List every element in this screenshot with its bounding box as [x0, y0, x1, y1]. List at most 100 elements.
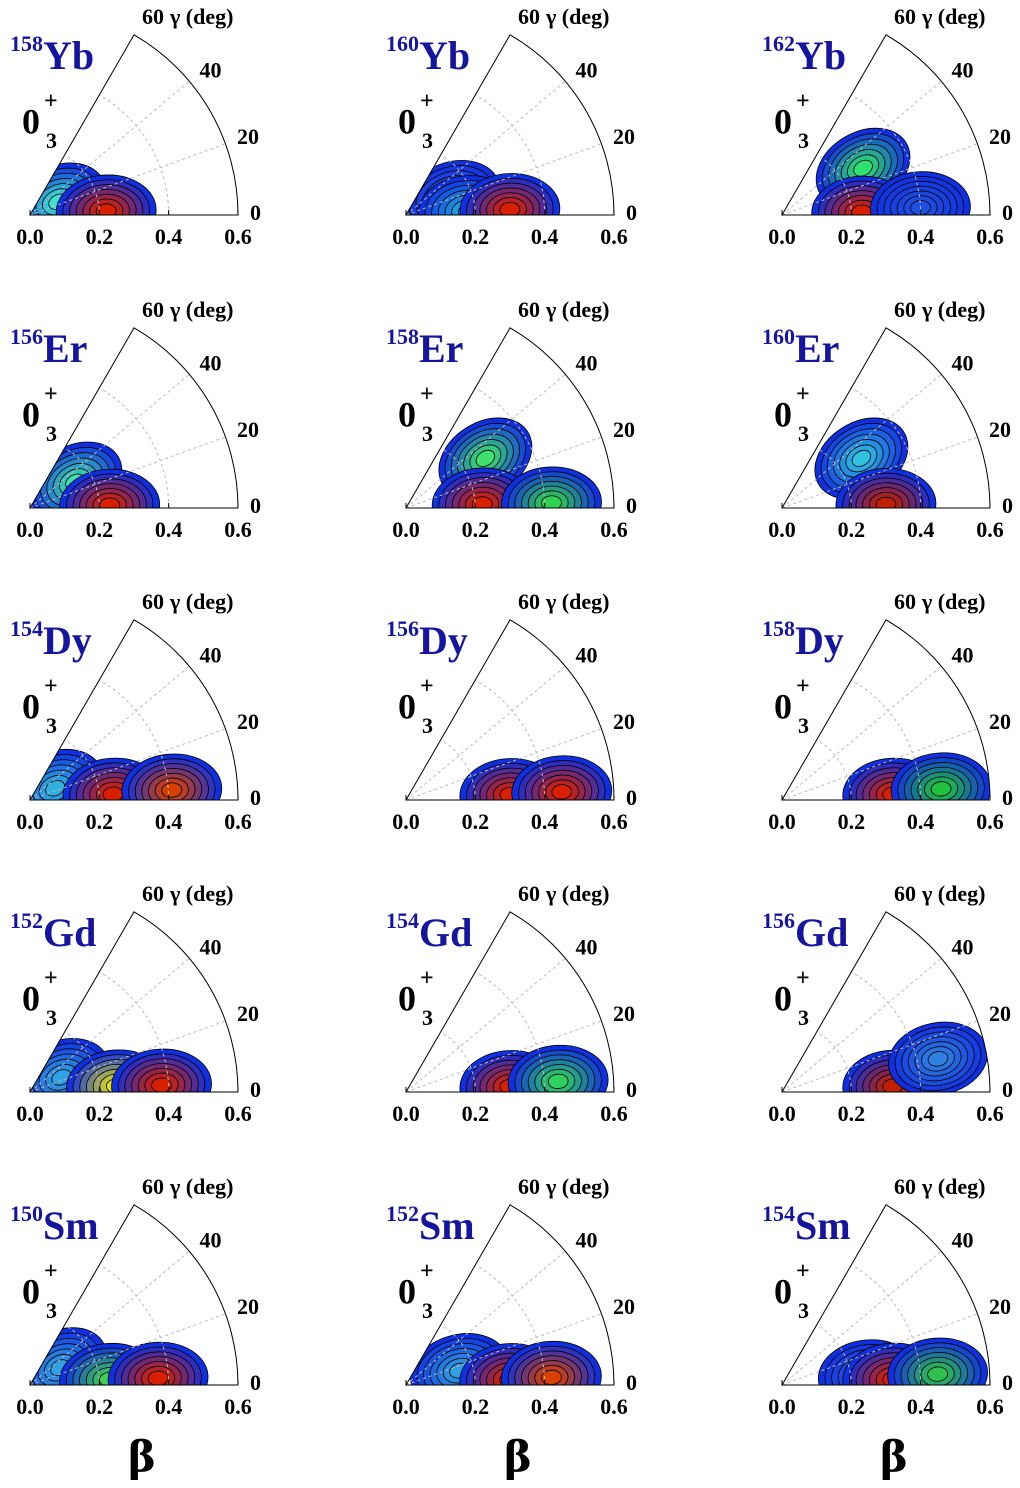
y-axis-label: γ (deg): [169, 881, 233, 906]
grid-arc: [475, 387, 546, 509]
state-sub: 3: [46, 421, 57, 446]
state-sup: +: [796, 966, 810, 992]
y-tick-label: 0: [1002, 1370, 1013, 1395]
grid-arc: [851, 387, 922, 509]
y-tick-label: 0: [250, 1077, 261, 1102]
grid-ray: [781, 728, 978, 801]
grid-arc: [64, 1324, 100, 1386]
state-base: 0: [398, 1271, 416, 1311]
state-base: 0: [398, 686, 416, 726]
y-axis-label: γ (deg): [169, 297, 233, 322]
grid-arc: [475, 94, 546, 216]
grid-ray: [405, 80, 566, 216]
y-tick-label: 60: [894, 4, 916, 29]
x-tick-label: 0.6: [600, 224, 628, 249]
x-tick-label: 0.2: [838, 809, 866, 834]
x-tick-label: 0.6: [600, 1101, 628, 1126]
nucleus-label: 152Gd: [10, 908, 96, 955]
grid-ray: [781, 143, 978, 216]
x-tick-label: 0.0: [768, 224, 796, 249]
contour-ring: [99, 497, 121, 508]
element: Sm: [43, 1203, 99, 1248]
y-tick-label: 40: [951, 642, 973, 667]
state-sub: 3: [46, 1005, 57, 1030]
y-axis-label: γ (deg): [545, 881, 609, 906]
x-tick-label: 0.4: [907, 1101, 935, 1126]
grid-arc: [99, 387, 170, 509]
wedge-outline: [29, 34, 239, 216]
state-sub: 3: [46, 1298, 57, 1323]
y-tick-label: 0: [1002, 200, 1013, 225]
y-tick-label: 60: [894, 881, 916, 906]
grid-arc: [475, 679, 546, 801]
x-tick-label: 0.2: [462, 517, 490, 542]
grid-ray: [405, 436, 602, 509]
wedge-outline: [29, 911, 239, 1093]
grid-arc: [64, 154, 100, 216]
wedge-outline: [29, 327, 239, 509]
mass-number: 154: [10, 616, 43, 641]
grid-arc: [64, 739, 100, 801]
element: Yb: [43, 33, 94, 78]
grid-arc: [475, 971, 546, 1093]
state-sub: 3: [46, 128, 57, 153]
grid-ray: [781, 80, 942, 216]
grid-arc: [440, 739, 476, 801]
x-tick-label: 0.6: [976, 1101, 1004, 1126]
x-tick-label: 0.2: [838, 1101, 866, 1126]
contour-area: [842, 1021, 988, 1092]
state-sup: +: [796, 89, 810, 115]
wedge-outline: [405, 34, 615, 216]
state-base: 0: [398, 101, 416, 141]
y-tick-label: 60: [894, 589, 916, 614]
x-tick-label: 0.2: [86, 1394, 114, 1419]
grid-ray: [781, 1313, 978, 1386]
state-base: 0: [398, 394, 416, 434]
y-tick-label: 40: [951, 57, 973, 82]
y-tick-label: 0: [1002, 1077, 1013, 1102]
y-tick-label: 20: [613, 124, 635, 149]
grid-ray: [405, 1020, 602, 1093]
y-tick-label: 60: [518, 589, 540, 614]
state-base: 0: [774, 686, 792, 726]
grid-arc: [440, 1324, 476, 1386]
nucleus-label: 160Er: [762, 324, 839, 371]
x-tick-label: 0.4: [907, 224, 935, 249]
y-tick-label: 20: [237, 417, 259, 442]
contour-area: [459, 755, 613, 800]
element: Sm: [795, 1203, 851, 1248]
state-sup: +: [44, 89, 58, 115]
contour-area: [459, 1044, 609, 1092]
mass-number: 158: [762, 616, 795, 641]
mass-number: 156: [10, 324, 43, 349]
y-axis-label: γ (deg): [921, 881, 985, 906]
x-tick-label: 0.6: [976, 517, 1004, 542]
state-sup: +: [44, 1259, 58, 1285]
y-tick-label: 40: [199, 350, 221, 375]
grid-arc: [440, 154, 476, 216]
x-tick-label: 0.4: [155, 224, 183, 249]
state-sup: +: [796, 674, 810, 700]
contour-ring: [851, 449, 872, 467]
y-tick-label: 20: [613, 417, 635, 442]
grid-ray: [405, 143, 602, 216]
y-axis-label: γ (deg): [545, 589, 609, 614]
wedge-outline: [781, 911, 991, 1093]
x-tick-label: 0.6: [600, 1394, 628, 1419]
y-tick-label: 40: [575, 1227, 597, 1252]
x-tick-label: 0.0: [768, 1101, 796, 1126]
grid-arc: [99, 679, 170, 801]
state-sub: 3: [798, 128, 809, 153]
x-tick-label: 0.0: [16, 1101, 44, 1126]
grid-arc: [851, 971, 922, 1093]
y-tick-label: 20: [989, 709, 1011, 734]
element: Dy: [419, 618, 468, 663]
y-tick-label: 60: [894, 1174, 916, 1199]
x-axis-label: β: [128, 1432, 156, 1481]
x-tick-label: 0.2: [86, 1101, 114, 1126]
element: Dy: [43, 618, 92, 663]
nucleus-label: 158Er: [386, 324, 463, 371]
grid-ray: [29, 1313, 226, 1386]
x-tick-label: 0.6: [224, 1101, 252, 1126]
